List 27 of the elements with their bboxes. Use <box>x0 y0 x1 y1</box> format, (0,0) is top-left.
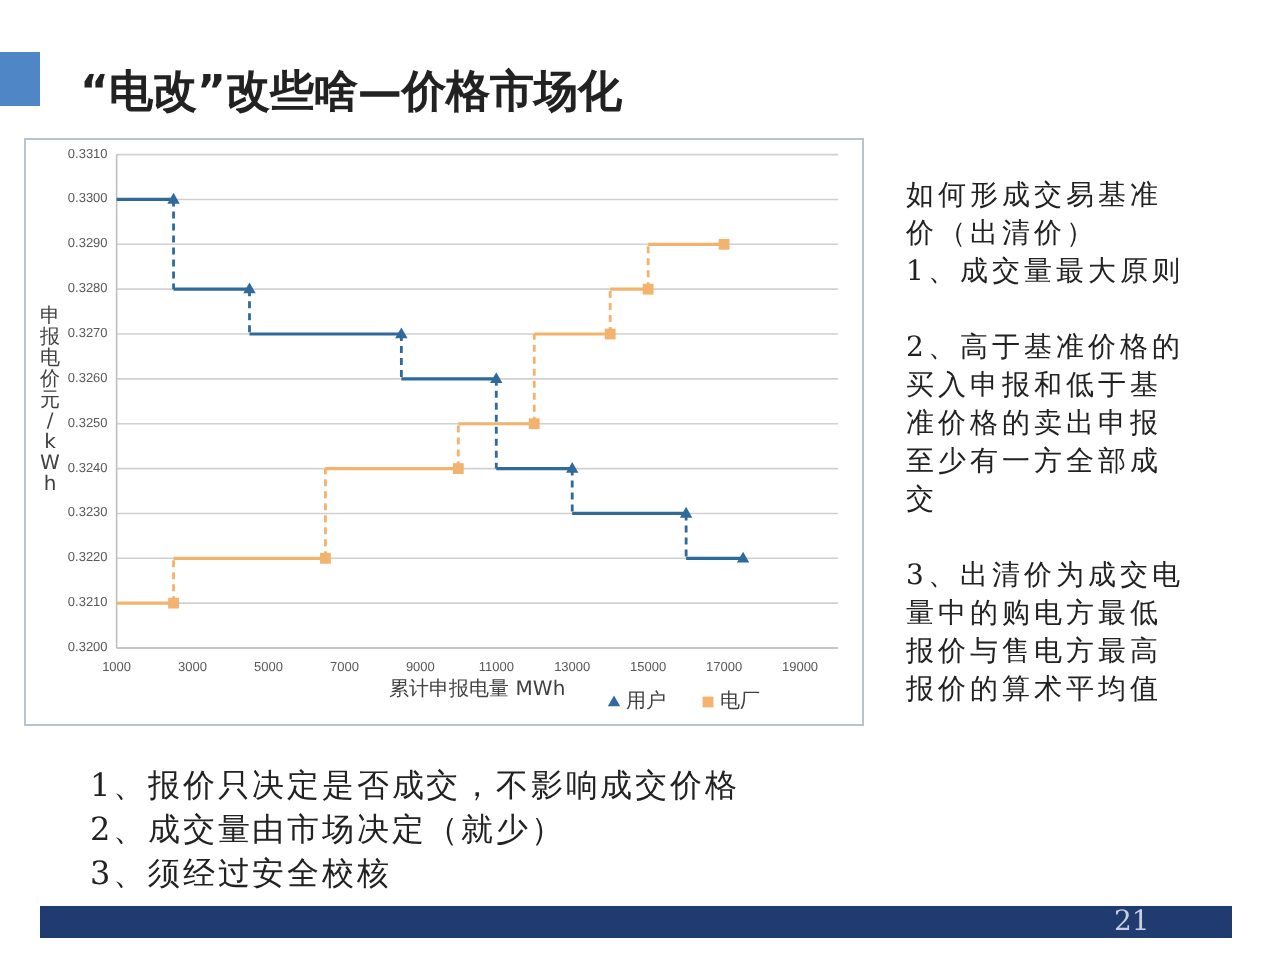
legend-label: 电厂 <box>720 689 760 713</box>
point <box>642 283 654 295</box>
point <box>243 282 256 294</box>
text: 1、报价只决定是否成交，不影响成交价格 <box>90 764 742 808</box>
text: 3、须经过安全校核 <box>90 852 394 896</box>
point <box>528 418 540 430</box>
point <box>490 372 503 384</box>
point <box>395 327 408 339</box>
point <box>736 551 750 563</box>
point <box>167 192 180 204</box>
text: 2、高于基准价格的买入申报和低于基准价格的卖出申报至少有一方全部成交 <box>906 330 1186 520</box>
text: 申报电价元/kWh <box>40 306 60 497</box>
point <box>452 463 464 474</box>
point <box>604 328 616 340</box>
point <box>566 461 579 473</box>
legend-label: 用户 <box>626 689 666 713</box>
point <box>320 552 331 564</box>
text: 3、出清价为成交电量中的购电方最低报价与售电方最高报价的算术平均值 <box>906 558 1186 710</box>
text: 21 <box>1114 906 1150 938</box>
point <box>679 506 693 518</box>
x-axis-title: 累计申报电量 MWh <box>389 677 566 701</box>
point <box>718 238 730 250</box>
text: 如何形成交易基准价（出清价） <box>906 178 1164 254</box>
point <box>168 597 179 609</box>
text: 1、成交量最大原则 <box>906 254 1186 292</box>
chart-title: “电改”改些啥—价格市场化 <box>80 65 622 122</box>
text: 2、成交量由市场决定（就少） <box>90 808 568 852</box>
